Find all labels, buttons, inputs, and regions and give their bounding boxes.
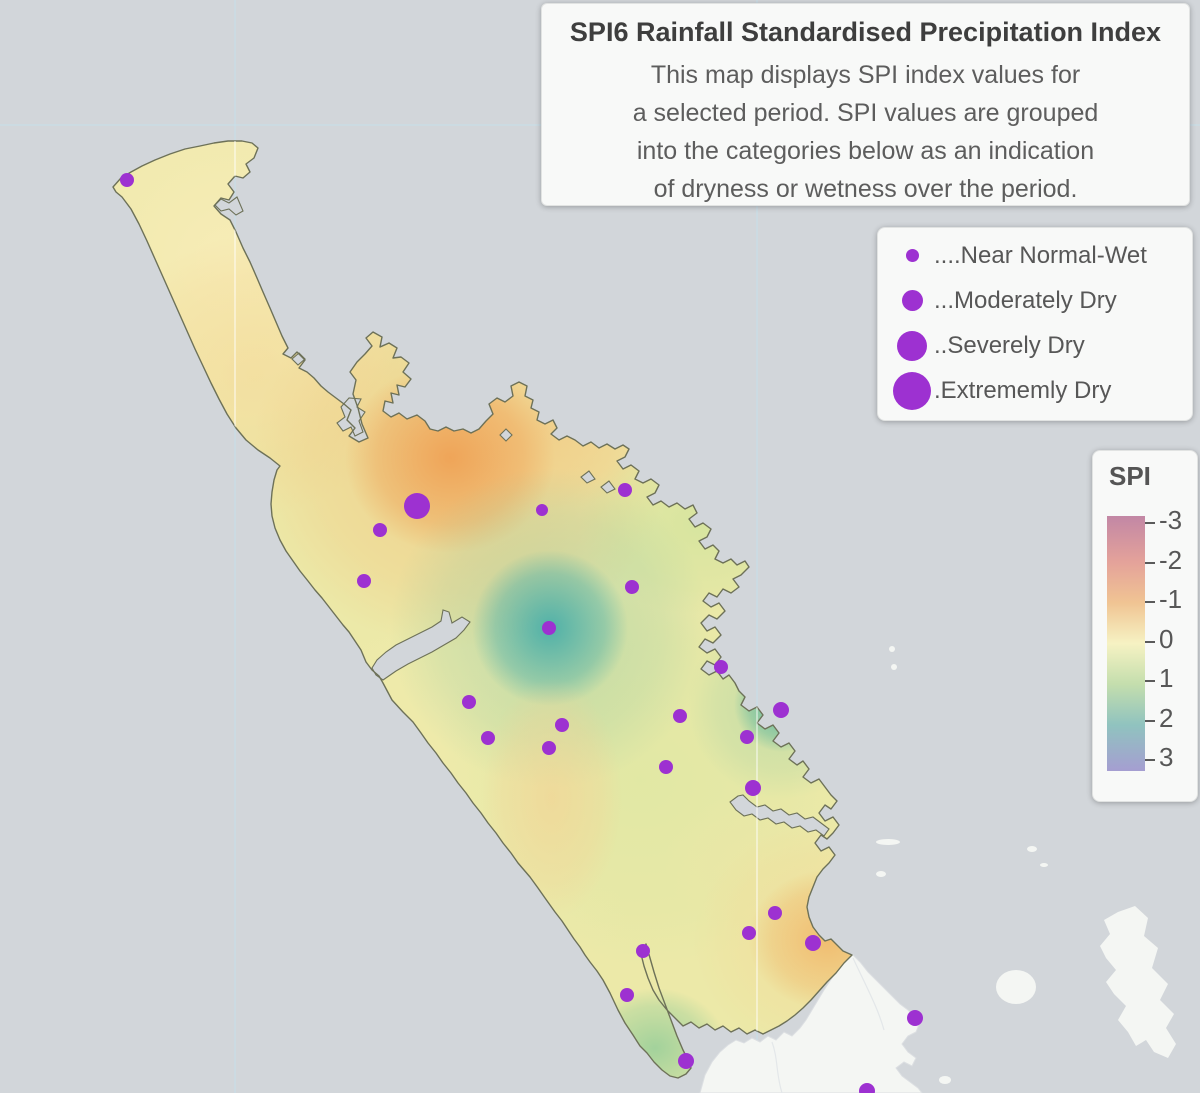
station-dot[interactable] (542, 621, 556, 635)
spi-tick-mark (1145, 601, 1155, 603)
legend-item-label: ...Moderately Dry (934, 286, 1117, 314)
station-dot[interactable] (373, 523, 387, 537)
legend-item-label: ....Near Normal-Wet (934, 241, 1147, 269)
map-description-line: of dryness or wetness over the period. (653, 175, 1078, 203)
station-dot[interactable] (625, 580, 639, 594)
legend-item: ..Severely Dry (878, 323, 1192, 368)
station-dot[interactable] (618, 483, 632, 497)
spi-tick-label: 0 (1159, 623, 1174, 654)
spi-scale-title: SPI (1109, 461, 1151, 491)
region-boundary-line (852, 957, 885, 1031)
station-dot[interactable] (536, 504, 548, 516)
spi-tick-label: 1 (1159, 662, 1174, 693)
harbour-inlet (580, 470, 596, 484)
station-dot[interactable] (555, 718, 569, 732)
station-dot[interactable] (678, 1053, 694, 1069)
spi-gradient-bar (1107, 516, 1145, 771)
island (889, 646, 895, 652)
island (876, 871, 886, 877)
spi-tick-label: -2 (1159, 544, 1183, 575)
island (876, 839, 900, 845)
legend-dot-icon (893, 371, 931, 410)
station-dot[interactable] (773, 702, 789, 718)
legend-item: ....Near Normal-Wet (878, 233, 1192, 278)
map-description-line: This map displays SPI index values for (650, 61, 1081, 89)
station-dot[interactable] (805, 935, 821, 951)
island (1027, 846, 1037, 852)
island (1100, 906, 1176, 1058)
station-dot[interactable] (620, 988, 634, 1002)
legend-dot-icon (905, 249, 919, 262)
region-boundary-line (771, 1041, 783, 1093)
spi-tick-mark (1145, 719, 1155, 722)
spi-tick-mark (1145, 759, 1155, 761)
island (996, 970, 1036, 1004)
station-dot[interactable] (542, 741, 556, 755)
map-description-line: a selected period. SPI values are groupe… (632, 99, 1099, 127)
station-dot[interactable] (659, 760, 673, 774)
station-dot[interactable] (714, 660, 728, 674)
spi-tick-label: -1 (1159, 583, 1183, 614)
station-dot[interactable] (404, 493, 430, 519)
spi-tick-mark (1145, 640, 1155, 643)
island (891, 664, 897, 670)
spi-tick-label: 3 (1159, 741, 1174, 772)
map-description: This map displays SPI index values for a … (542, 56, 1189, 208)
station-dot[interactable] (742, 926, 756, 940)
harbour-inlet (499, 428, 513, 442)
spi-tick-label: 2 (1159, 702, 1174, 733)
legend-dot-icon (901, 290, 923, 311)
station-dot[interactable] (481, 731, 495, 745)
other-land-mainland (699, 954, 923, 1093)
station-dot[interactable] (745, 780, 761, 796)
spi-tick-label: -3 (1159, 504, 1183, 535)
spi-tick-mark (1145, 522, 1155, 524)
spi-color-scale: SPI -3 -2 -1 0 1 2 3 (1092, 450, 1198, 802)
category-legend: ....Near Normal-Wet ...Moderately Dry ..… (877, 227, 1193, 421)
info-card: SPI6 Rainfall Standardised Precipitation… (541, 3, 1190, 206)
legend-item: .Extrememly Dry (878, 368, 1192, 413)
station-dot[interactable] (120, 173, 134, 187)
station-dot[interactable] (636, 944, 650, 958)
map-description-line: into the categories below as an indicati… (636, 137, 1095, 165)
harbour-inlet (371, 609, 471, 681)
station-dot[interactable] (673, 709, 687, 723)
station-dot[interactable] (907, 1010, 923, 1026)
island (1040, 863, 1048, 867)
island (939, 1076, 951, 1084)
legend-item-label: .Extrememly Dry (934, 376, 1112, 404)
station-dot[interactable] (357, 574, 371, 588)
station-dot[interactable] (740, 730, 754, 744)
harbour-inlet (214, 196, 244, 216)
station-dot[interactable] (768, 906, 782, 920)
legend-item-label: ..Severely Dry (934, 331, 1085, 359)
station-dot[interactable] (462, 695, 476, 709)
spi-tick-mark (1145, 561, 1155, 564)
legend-item: ...Moderately Dry (878, 278, 1192, 323)
map-title: SPI6 Rainfall Standardised Precipitation… (569, 17, 1162, 47)
harbour-inlet (600, 480, 616, 494)
station-dot[interactable] (859, 1083, 875, 1093)
harbour-inlet (729, 794, 830, 837)
legend-dot-icon (897, 330, 927, 361)
spi-tick-mark (1145, 680, 1155, 682)
